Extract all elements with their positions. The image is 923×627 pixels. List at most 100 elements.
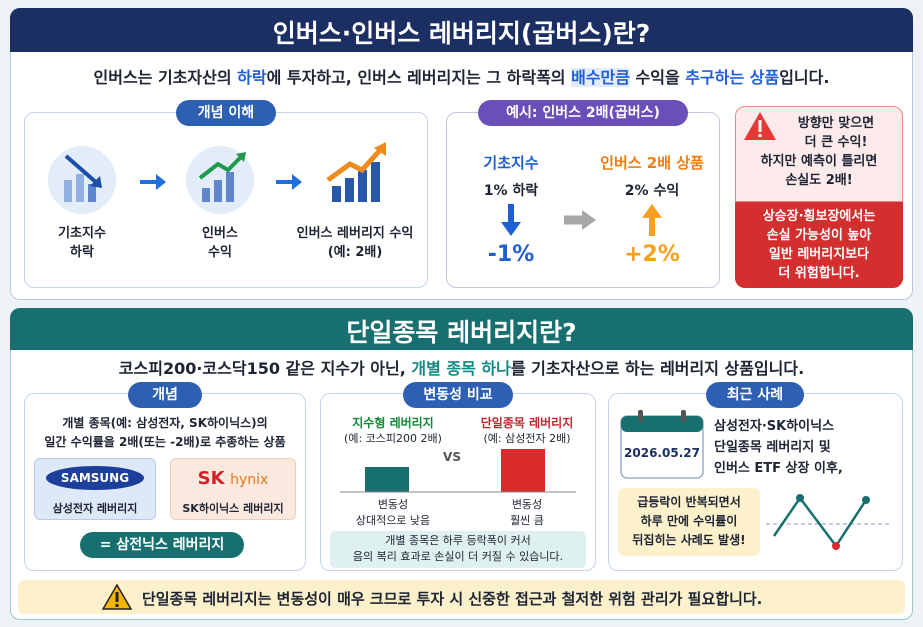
section-2-intro: 코스피200·코스닥150 같은 지수가 아닌, 개별 종목 하나를 기초자산으… <box>10 355 913 379</box>
right-name: 인버스 2배 상품 <box>600 154 704 172</box>
section-1-title: 인버스·인버스 레버리지(곱버스)란? <box>272 19 651 48</box>
section-2-title: 단일종목 레버리지란? <box>346 318 577 347</box>
text-line: 인버스 레버리지 수익 <box>296 226 414 241</box>
warning-icon <box>744 112 776 140</box>
text-line: 훨씬 큼 <box>510 514 544 527</box>
section-1-header <box>10 8 913 52</box>
text-line: 개별 종목 하나 <box>411 359 511 378</box>
text-line: 개별 종목은 하루 등락폭이 커서 <box>385 534 531 547</box>
text-line: 뒤집히는 사례도 발생! <box>632 533 746 547</box>
text-line: 변동성 <box>377 498 409 511</box>
shape <box>681 410 686 422</box>
swing-chart <box>766 494 892 550</box>
vs: VS <box>443 450 461 464</box>
text-line: 개별 종목(예: 삼성전자, SK하이닉스)의 <box>62 416 268 430</box>
shape <box>64 180 72 202</box>
shape <box>88 184 96 202</box>
recent-label: 최근 사례 <box>706 382 804 408</box>
text-line: 하락 <box>70 245 94 260</box>
example-arrows <box>501 204 662 236</box>
text-line: 수익을 <box>629 68 686 87</box>
text-line: 손실 가능성이 높아 <box>766 228 872 243</box>
section-1-intro: 인버스는 기초자산의 하락에 투자하고, 인버스 레버리지는 그 하락폭의 배수… <box>10 64 913 88</box>
shape <box>638 410 643 422</box>
concept-icons <box>48 142 386 214</box>
text-line: 상승장·횡보장에서는 <box>762 209 876 224</box>
text-line: 에 투자하고, 인버스 레버리지는 그 하락폭의 <box>266 68 572 87</box>
text-line: 삼성전자·SK하이닉스 <box>714 419 835 434</box>
text-line: 기초지수 <box>58 226 106 241</box>
text-line: 단일종목 레버리지 및 <box>714 440 831 455</box>
text-line: 추구하는 상품 <box>685 68 780 87</box>
shape <box>156 174 166 190</box>
sk-card <box>170 458 296 520</box>
concept-label: 개념 이해 <box>176 100 276 126</box>
text-line: 음의 복리 효과로 손실이 더 커질 수 있습니다. <box>352 550 564 563</box>
shape <box>198 154 244 180</box>
example-label: 예시: 인버스 2배(곱버스) <box>478 100 688 126</box>
shape <box>345 178 354 202</box>
right-desc: 2% 수익 <box>624 183 680 199</box>
text-line: 방향만 맞으면 <box>797 116 875 131</box>
shape <box>621 416 703 432</box>
card-name: SK하이닉스 레버리지 <box>182 502 284 515</box>
text-line: (예: 2배) <box>327 245 383 260</box>
text-line: 급등락이 반복되면서 <box>637 495 741 509</box>
left-name: 지수형 레버리지 <box>352 416 434 430</box>
volatility-bars <box>340 449 576 493</box>
shape <box>326 146 384 183</box>
shape <box>115 604 119 607</box>
text-line: 더 큰 수익! <box>804 135 868 150</box>
text-line: 배수만큼 <box>571 68 630 87</box>
text-line: 일간 수익률을 2배(또는 -2배)로 추종하는 상품 <box>44 435 286 449</box>
shape <box>292 174 302 190</box>
sk-logo: SK hynix <box>170 468 296 489</box>
footer-icon <box>102 584 132 610</box>
shape <box>226 172 234 202</box>
right-name: 단일종목 레버리지 <box>480 416 574 430</box>
shape <box>214 180 222 202</box>
text-line: 하지만 예측이 틀리면 <box>760 154 878 169</box>
step: 인버스 레버리지 수익 (예: 2배) <box>290 222 420 260</box>
shape <box>862 496 870 504</box>
text-line: 인버스 <box>202 226 238 241</box>
shape <box>236 152 246 162</box>
text-line: 인버스는 기초자산의 <box>93 68 238 87</box>
text-line: 상대적으로 낮음 <box>355 514 431 527</box>
footer-bar <box>18 580 905 614</box>
text-line: 하루 만에 수익률이 <box>640 514 738 528</box>
text-line: 하락 <box>237 68 267 87</box>
shape <box>115 592 119 602</box>
shape <box>642 204 662 218</box>
shape <box>202 188 210 202</box>
left-name: 기초지수 <box>483 154 539 172</box>
example-panel <box>446 112 720 288</box>
calendar-icon <box>620 410 704 479</box>
section-2-header <box>10 308 913 350</box>
concept2-label: 개념 <box>128 382 202 408</box>
shape <box>582 210 596 230</box>
left-example: (예: 코스피200 2배) <box>344 432 442 445</box>
text-line: 를 기초자산으로 하는 레버리지 상품입니다. <box>510 359 805 378</box>
recent-desc: 삼성전자·SK하이닉스 단일종목 레버리지 및 인버스 ETF 상장 이후, <box>714 416 899 479</box>
text-line: SK <box>197 468 225 489</box>
shape <box>358 170 367 202</box>
shape <box>332 186 341 202</box>
left-value: -1% <box>487 242 535 267</box>
text-line: 손실도 2배! <box>785 173 853 188</box>
shape <box>64 154 100 186</box>
shape <box>371 162 380 202</box>
text-line: 더 위험합니다. <box>778 266 860 281</box>
shape <box>772 495 868 549</box>
text-line: 입니다. <box>779 68 830 87</box>
text-line: 일반 레버리지보다 <box>768 247 870 262</box>
shape <box>758 120 762 132</box>
shape <box>90 176 102 188</box>
right-value: +2% <box>624 242 680 267</box>
shape <box>796 494 804 502</box>
shape <box>501 449 545 492</box>
